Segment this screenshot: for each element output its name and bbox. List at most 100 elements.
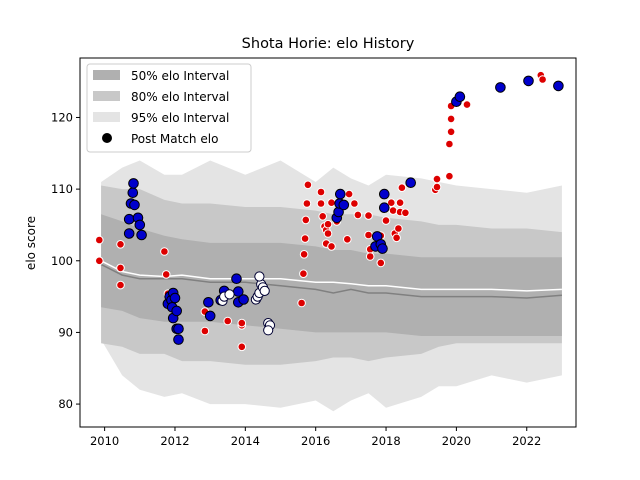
legend: 50% elo Interval 80% elo Interval 95% el… [86, 63, 252, 153]
win-point [173, 334, 184, 345]
legend-label-95: 95% elo Interval [131, 111, 229, 125]
win-point [405, 177, 417, 188]
loss-point [327, 198, 336, 207]
loss-point [395, 198, 405, 207]
loss-point [318, 212, 328, 221]
loss-point [299, 250, 309, 259]
loss-point [401, 208, 410, 218]
elo-interval-bands [101, 160, 562, 412]
median-line [100, 263, 562, 299]
win-point [335, 188, 346, 200]
win-point [379, 202, 390, 213]
loss-point [365, 252, 375, 261]
loss-point [95, 235, 104, 245]
y-tick-label: 120 [51, 110, 73, 124]
y-tick-label: 100 [51, 254, 73, 268]
loss-point [364, 230, 373, 240]
plot-frame [79, 57, 577, 428]
draw-point [259, 285, 270, 296]
loss-point [303, 180, 313, 190]
win-point [379, 188, 390, 200]
loss-point [394, 224, 403, 233]
loss-point [538, 75, 547, 84]
win-point [128, 178, 139, 189]
win-point [523, 75, 534, 87]
win-point [136, 229, 147, 241]
loss-point [160, 247, 169, 256]
loss-point [445, 139, 454, 149]
chart-title: Shota Horie: elo History [242, 36, 415, 52]
y-axis-label: elo score [24, 216, 38, 270]
legend-box [86, 63, 252, 153]
win-point [454, 91, 466, 102]
loss-point [316, 187, 326, 197]
win-point [169, 292, 181, 304]
legend-swatch-80 [93, 91, 120, 101]
win-point [231, 273, 242, 285]
win-point [204, 310, 216, 322]
draw-point [254, 271, 265, 282]
win-point [171, 305, 182, 317]
loss-point [376, 258, 386, 268]
loss-point [316, 199, 326, 208]
x-tick-label: 2014 [231, 434, 260, 448]
loss-point [95, 256, 104, 266]
x-tick-label: 2020 [442, 434, 471, 448]
loss-point [432, 174, 442, 184]
draw-point [224, 289, 235, 300]
y-tick-label: 110 [51, 182, 73, 196]
loss-point [301, 215, 311, 225]
loss-point [445, 171, 454, 181]
loss-point [116, 240, 125, 249]
loss-point [446, 114, 456, 124]
loss-point [200, 326, 210, 336]
loss-point [116, 263, 125, 273]
loss-point [237, 318, 247, 328]
y-tick-label: 90 [58, 325, 73, 339]
legend-label-80: 80% elo Interval [131, 90, 229, 104]
legend-label-post-match: Post Match elo [131, 132, 218, 146]
loss-point [387, 198, 396, 207]
loss-point [364, 211, 373, 220]
loss-point [350, 199, 359, 208]
loss-point [323, 219, 333, 229]
legend-label-50: 50% elo Interval [131, 69, 229, 83]
win-point [203, 297, 214, 308]
win-point [129, 199, 140, 211]
loss-point [397, 183, 407, 192]
y-axis-ticks: 80 90 100 110 120 [51, 110, 80, 411]
x-tick-label: 2012 [160, 434, 189, 448]
band-50 [101, 214, 562, 336]
loss-point [237, 342, 247, 352]
x-tick-label: 2018 [371, 434, 400, 448]
win-point [173, 323, 184, 335]
loss-point [392, 233, 401, 243]
loss-point [323, 229, 333, 238]
win-point [123, 213, 135, 225]
x-tick-label: 2016 [301, 434, 330, 448]
loss-point [343, 235, 352, 244]
win-point [377, 243, 388, 254]
legend-swatch-50 [93, 70, 120, 80]
win-point [495, 82, 506, 93]
loss-point [327, 242, 336, 251]
draw-point [263, 325, 274, 336]
post-match-points [95, 70, 564, 352]
win-point [134, 219, 146, 231]
loss-point [302, 199, 312, 208]
loss-point [297, 298, 306, 308]
loss-point [161, 270, 171, 279]
win-point [123, 228, 135, 239]
loss-point [116, 280, 125, 290]
loss-point [353, 210, 363, 220]
win-point [238, 294, 249, 305]
loss-point [299, 269, 308, 279]
loss-point [381, 216, 391, 225]
loss-point [344, 189, 354, 199]
legend-marker-post-match [102, 133, 112, 143]
win-point [338, 199, 350, 211]
loss-point [300, 234, 310, 243]
x-tick-label: 2022 [512, 434, 541, 448]
y-tick-label: 80 [58, 397, 73, 411]
